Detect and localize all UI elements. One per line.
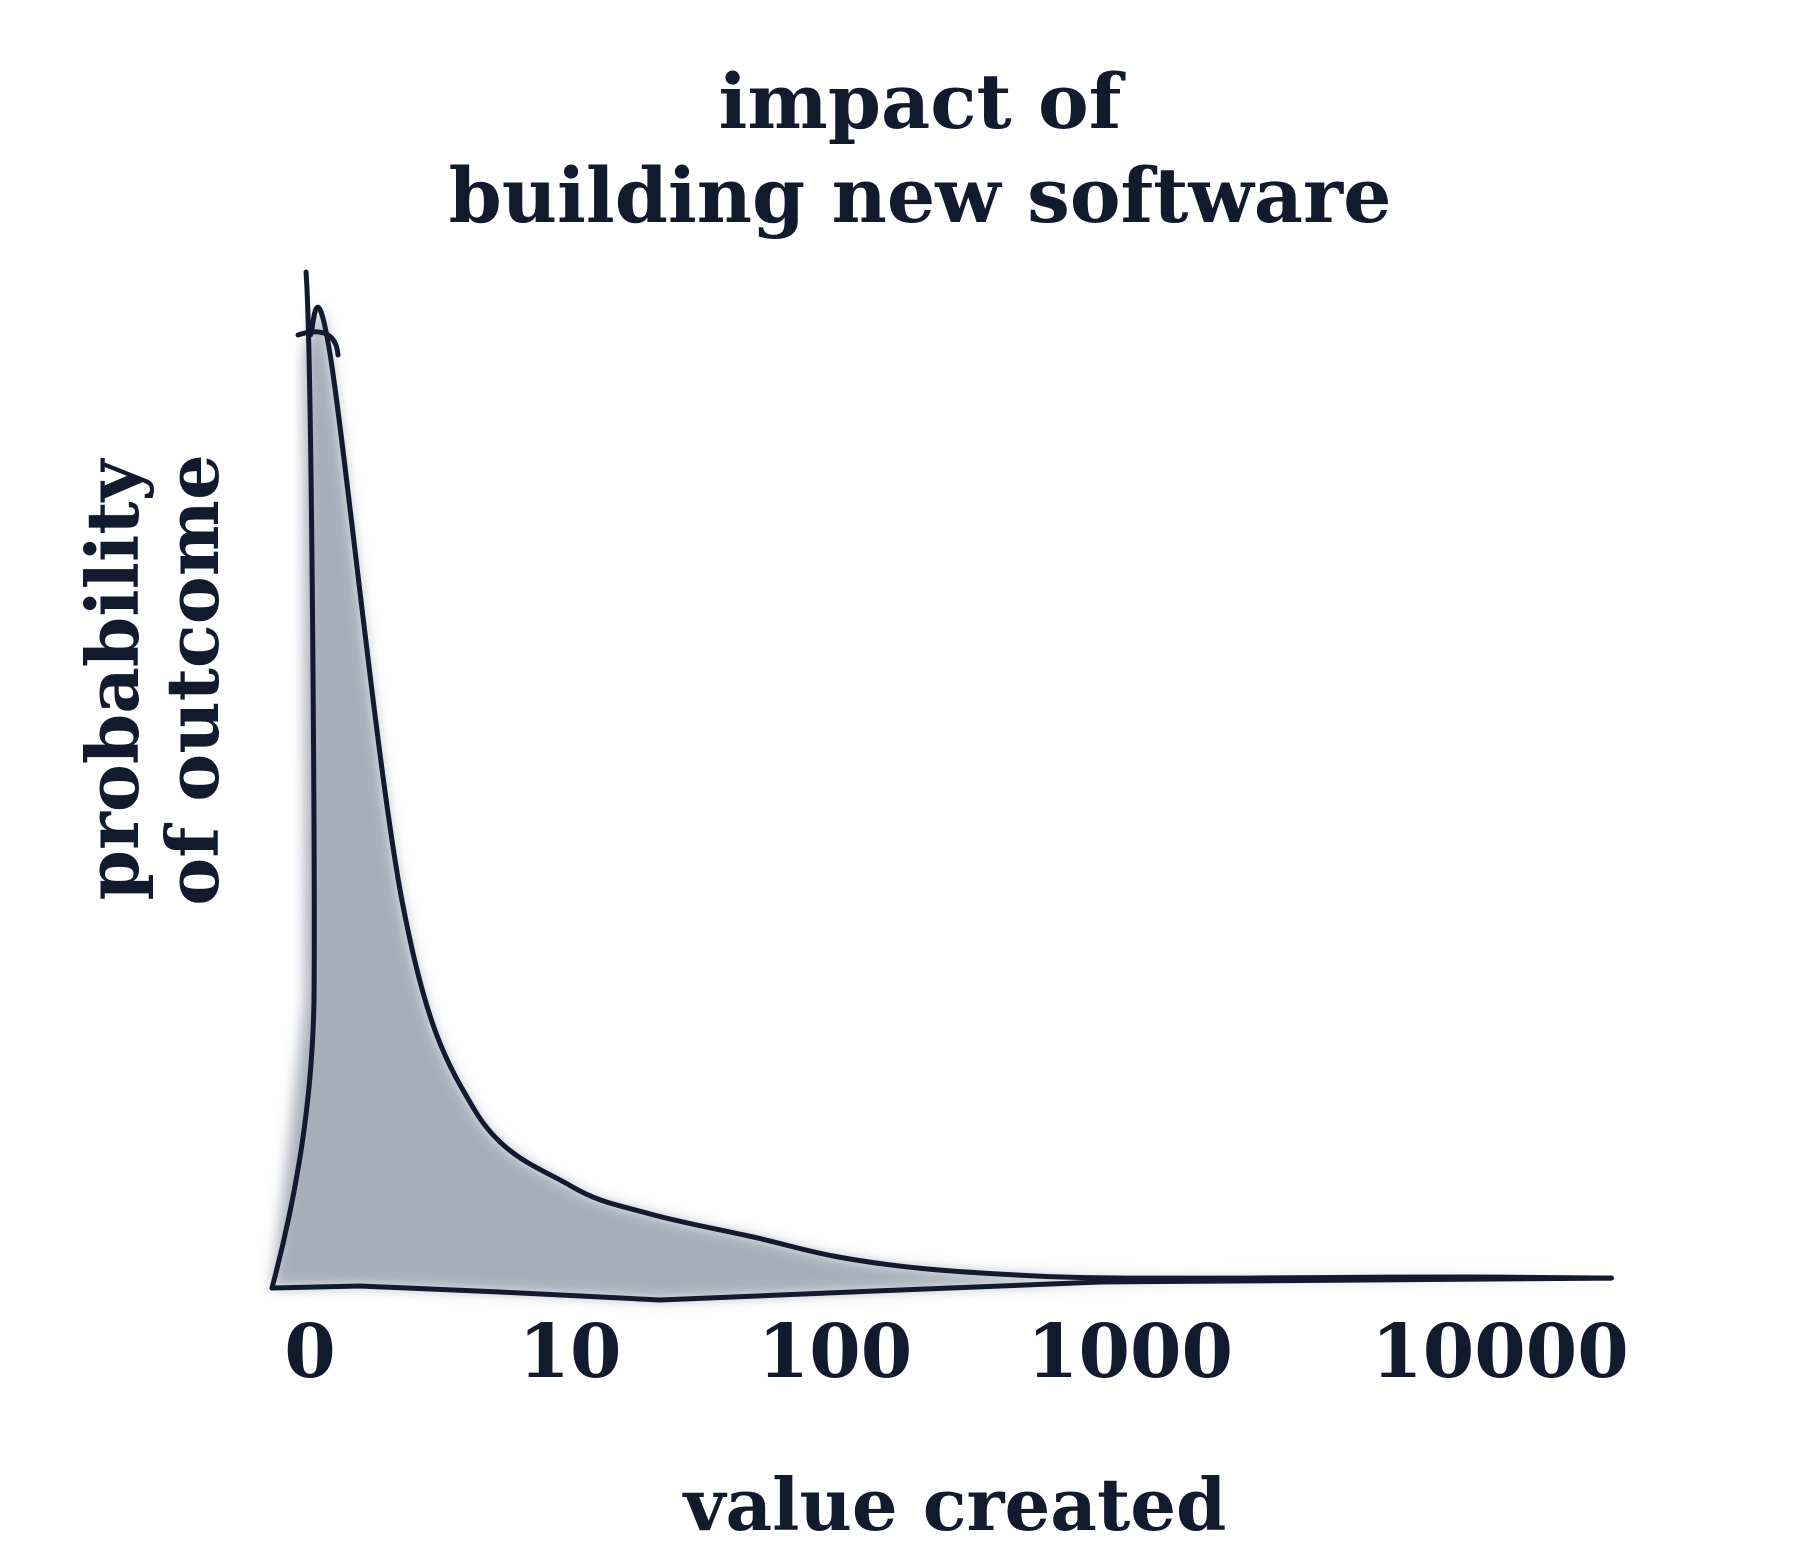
x-tick-label: 10000 [1371,1309,1628,1395]
y-axis-label-line-1: probability [70,457,155,900]
x-tick-labels: 0 10 100 1000 10000 [284,1309,1628,1395]
distribution-fill [272,307,1612,1300]
x-axis-label: value created [682,1462,1227,1547]
distribution-peak-cap [295,329,341,358]
plot-area [269,269,1614,1303]
x-tick-label: 0 [284,1309,336,1395]
y-axis-label-line-2: of outcome [150,454,235,906]
x-tick-label: 1000 [1027,1309,1233,1395]
x-tick-label: 100 [758,1309,912,1395]
y-axis-line [269,269,317,1291]
chart-title-line-2: building new software [449,151,1392,240]
y-axis-label: probability of outcome [70,454,235,906]
distribution-baseline [269,1275,1614,1303]
chart-title-line-1: impact of [719,57,1126,146]
x-tick-label: 10 [519,1309,622,1395]
distribution-curve [307,304,1614,1281]
